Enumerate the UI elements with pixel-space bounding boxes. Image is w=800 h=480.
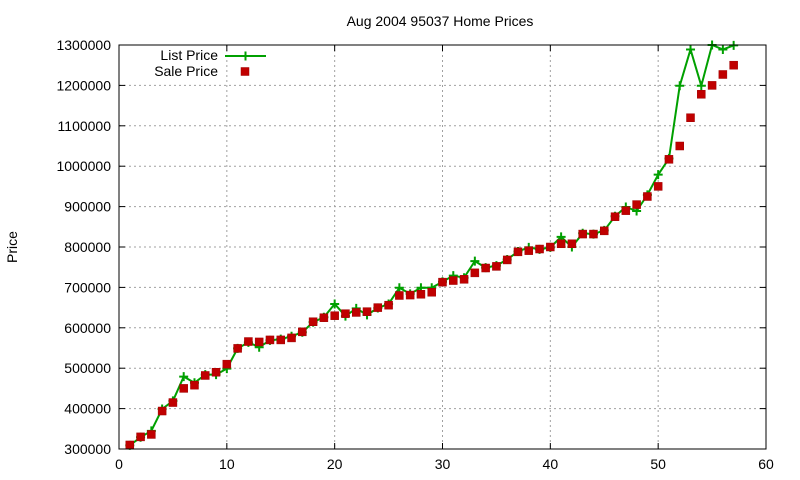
- grid-layer: [119, 45, 766, 449]
- sale-price-point: [211, 367, 221, 377]
- list-price-point: [330, 299, 340, 309]
- sale-price-point: [664, 155, 674, 164]
- sale-price-point: [686, 113, 695, 122]
- legend: List Price Sale Price: [154, 47, 266, 79]
- sale-price-point: [276, 335, 285, 345]
- x-tick-label: 20: [327, 456, 343, 472]
- sale-price-point: [233, 344, 242, 353]
- sale-price-point: [502, 255, 512, 265]
- sale-price-point: [147, 430, 156, 439]
- sale-price-point: [438, 277, 447, 287]
- sale-price-point: [697, 90, 706, 99]
- sale-price-point: [729, 60, 738, 70]
- sale-price-point: [254, 337, 264, 347]
- sale-price-point: [632, 200, 641, 209]
- y-tick-label: 300000: [64, 441, 111, 457]
- plot-frame: [118, 44, 767, 450]
- sale-price-point: [653, 182, 663, 191]
- x-tick-label: 50: [650, 456, 666, 472]
- sale-price-point: [513, 247, 523, 257]
- sale-price-point: [610, 212, 620, 221]
- y-tick-label: 1200000: [56, 77, 111, 93]
- chart-title: Aug 2004 95037 Home Prices: [347, 13, 534, 29]
- sale-price-point: [621, 206, 631, 215]
- x-tick-label: 60: [758, 456, 774, 472]
- y-tick-label: 800000: [64, 239, 111, 255]
- sale-price-point: [427, 287, 436, 297]
- sale-price-point: [675, 141, 684, 151]
- sale-price-point: [298, 327, 307, 337]
- x-tick-label: 30: [435, 456, 451, 472]
- sale-price-point: [351, 308, 361, 317]
- sale-price-point: [341, 309, 350, 318]
- list-price-point: [696, 81, 706, 91]
- x-tick-label: 0: [115, 456, 123, 472]
- legend-marker-list-price: [241, 51, 250, 61]
- sale-price-point: [136, 432, 145, 442]
- sale-price-point: [244, 337, 253, 346]
- sale-price-point: [201, 371, 210, 380]
- sale-price-point: [707, 81, 717, 90]
- legend-marker-sale-price: [240, 67, 250, 76]
- sale-price-point: [546, 242, 555, 252]
- sale-price-point: [265, 335, 275, 345]
- y-tick-label: 1100000: [58, 118, 112, 134]
- series-layer: [125, 40, 739, 450]
- sale-price-point: [524, 246, 534, 255]
- legend-label-sale-price: Sale Price: [154, 63, 218, 79]
- sale-price-point: [405, 290, 415, 300]
- sale-price-point: [330, 311, 339, 320]
- list-price-point: [675, 81, 685, 91]
- sale-price-point: [556, 239, 566, 249]
- list-price-point: [394, 283, 404, 293]
- sale-price-point: [492, 262, 501, 271]
- sale-price-point: [589, 229, 598, 239]
- sale-price-point: [459, 275, 469, 284]
- legend-label-list-price: List Price: [160, 47, 218, 63]
- sale-price-point: [179, 384, 188, 393]
- y-axis-label: Price: [4, 231, 20, 263]
- sale-price-point: [600, 226, 609, 236]
- axis-layer: 300000 400000 500000 600000 700000 800000 9000…: [56, 37, 774, 472]
- list-price-point: [470, 256, 480, 266]
- sale-price-point: [384, 300, 393, 310]
- y-tick-label: 1000000: [56, 158, 111, 174]
- sale-price-point: [567, 239, 577, 249]
- sale-price-point: [395, 291, 404, 300]
- sale-price-point: [718, 70, 728, 79]
- sale-price-point: [319, 313, 329, 322]
- sale-price-point: [362, 307, 372, 316]
- y-tick-label: 1300000: [56, 37, 111, 53]
- y-tick-label: 400000: [64, 401, 111, 417]
- sale-price-point: [643, 192, 652, 201]
- list-price-point: [653, 170, 663, 180]
- sale-price-point: [287, 333, 296, 343]
- sale-price-point: [535, 244, 544, 254]
- list-price-point: [718, 44, 728, 54]
- sale-price-point: [373, 303, 383, 312]
- x-tick-label: 40: [543, 456, 559, 472]
- sale-price-point: [157, 406, 167, 416]
- sale-price-point: [449, 276, 458, 285]
- sale-price-point: [125, 440, 135, 450]
- y-tick-label: 500000: [64, 360, 111, 376]
- sale-price-point: [308, 317, 318, 326]
- y-tick-label: 900000: [64, 199, 111, 215]
- series-line-list-price: [129, 44, 735, 447]
- sale-price-point: [578, 229, 587, 239]
- y-tick-label: 700000: [64, 279, 111, 295]
- sale-price-point: [481, 263, 490, 273]
- list-price-point: [686, 44, 696, 54]
- sale-price-point: [470, 268, 480, 278]
- list-price-point: [179, 372, 189, 382]
- y-tick-label: 600000: [64, 320, 111, 336]
- sale-price-point: [190, 380, 199, 390]
- x-tick-label: 10: [219, 456, 235, 472]
- sale-price-point: [168, 398, 178, 407]
- sale-price-point: [416, 290, 426, 299]
- sale-price-point: [222, 359, 232, 369]
